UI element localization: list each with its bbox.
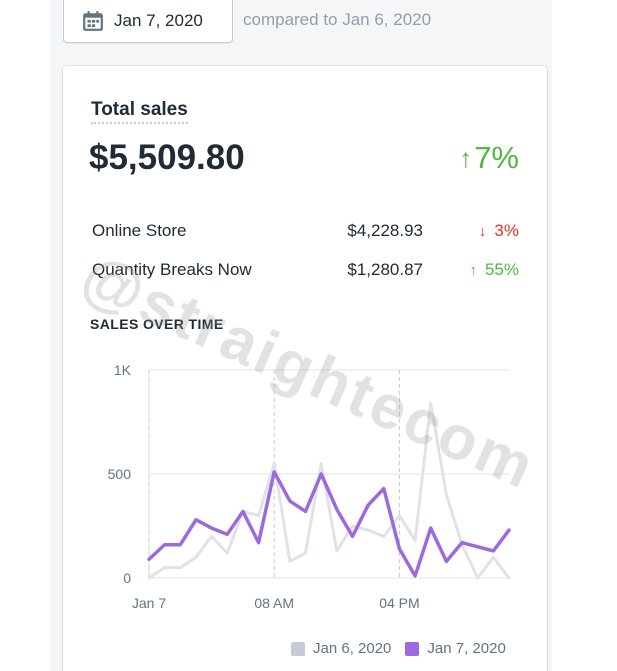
channel-amount: $1,280.87 [347, 260, 423, 279]
channel-change: ↓ 3% [479, 221, 519, 241]
legend-label-previous: Jan 6, 2020 [313, 640, 392, 657]
arrow-up-icon: ↑ [469, 261, 477, 279]
sales-over-time-chart: 0 500 1K Jan 7 08 AM 04 PM [108, 362, 511, 611]
x-tick-label: Jan 7 [132, 595, 166, 611]
series-line-current [147, 470, 511, 578]
channel-change-percent: 55% [484, 260, 519, 279]
legend-item-previous[interactable]: Jan 6, 2020 [291, 640, 391, 657]
total-change-percent: 7% [474, 140, 519, 175]
y-tick-label: 500 [108, 466, 132, 482]
channel-name: Quantity Breaks Now [92, 260, 252, 279]
comparison-label: compared to Jan 6, 2020 [243, 10, 432, 29]
arrow-down-icon: ↓ [478, 222, 487, 240]
y-tick-label: 0 [123, 570, 131, 586]
channel-change: ↑ 55% [469, 260, 519, 280]
breakdown-row-online-store: Online Store $4,228.93 ↓ 3% [92, 221, 519, 245]
breakdown-row-quantity-breaks: Quantity Breaks Now $1,280.87 ↑ 55% [92, 260, 519, 284]
y-tick-label: 1K [114, 362, 132, 378]
legend-item-current[interactable]: Jan 7, 2020 [405, 640, 506, 657]
sales-over-time-title: SALES OVER TIME [90, 316, 224, 332]
series-line-previous [147, 401, 511, 580]
total-sales-card: Total sales $5,509.80 ↑ 7% Online Store … [63, 66, 547, 671]
chart-legend: Jan 6, 2020 Jan 7, 2020 [291, 640, 520, 657]
calendar-icon [83, 11, 103, 31]
x-tick-label: 08 AM [254, 595, 294, 611]
legend-label-current: Jan 7, 2020 [427, 640, 506, 657]
legend-swatch-current [405, 641, 420, 656]
legend-swatch-previous [291, 641, 305, 656]
date-range-picker-button[interactable]: Jan 7, 2020 [63, 0, 233, 43]
channel-amount: $4,228.93 [347, 221, 423, 240]
channel-change-percent: 3% [494, 221, 519, 240]
arrow-up-icon: ↑ [459, 142, 473, 173]
selected-date: Jan 7, 2020 [114, 11, 203, 30]
total-sales-change: ↑ 7% [459, 140, 519, 176]
total-sales-value: $5,509.80 [89, 138, 245, 177]
total-sales-title[interactable]: Total sales [91, 99, 188, 124]
channel-name: Online Store [92, 221, 187, 240]
x-tick-label: 04 PM [379, 595, 419, 611]
